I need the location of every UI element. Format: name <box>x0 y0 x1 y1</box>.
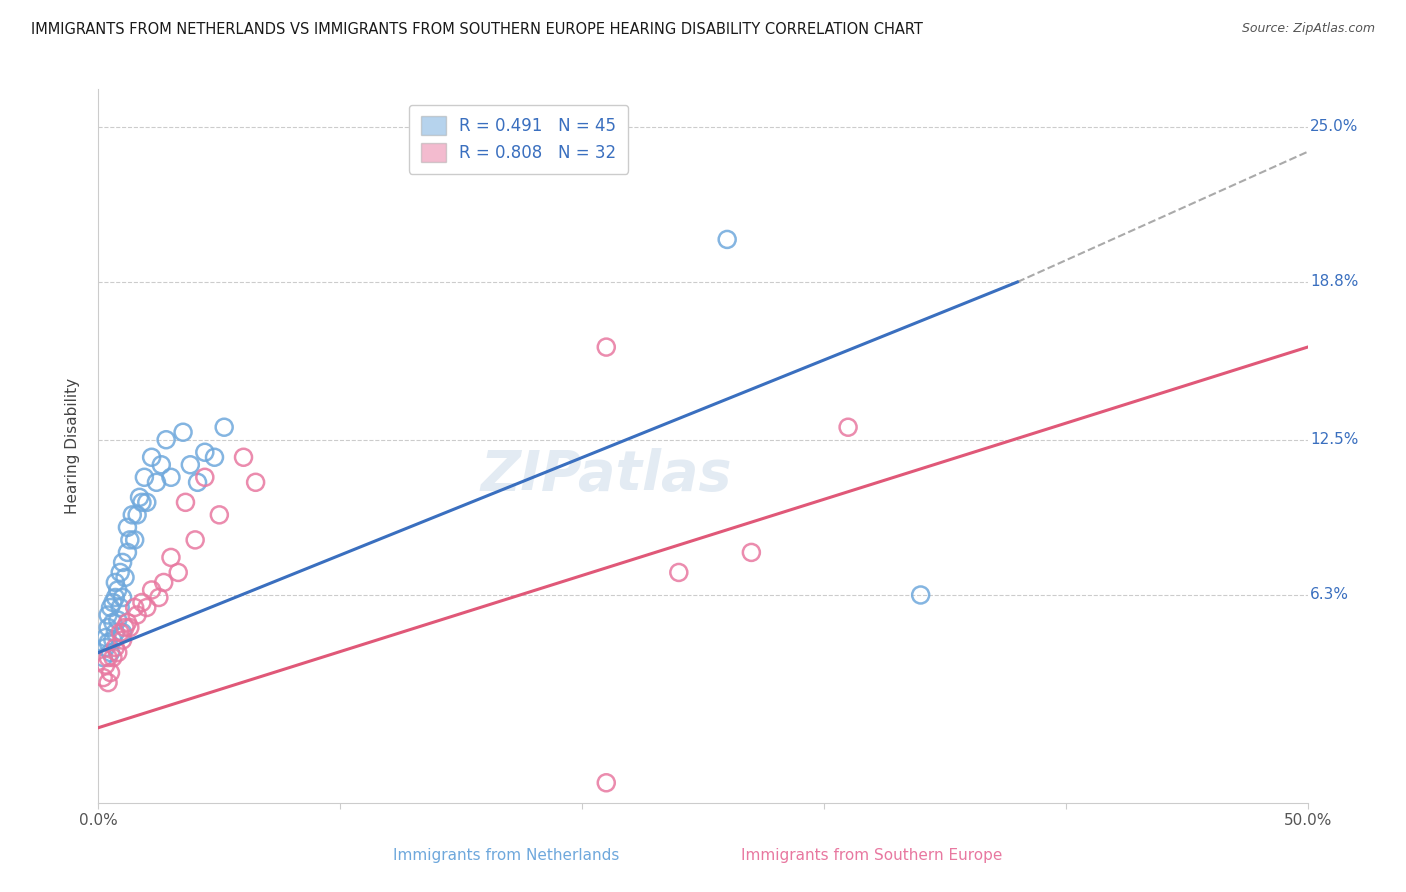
Point <box>131 495 153 509</box>
Point <box>107 646 129 660</box>
Point <box>135 495 157 509</box>
Text: Source: ZipAtlas.com: Source: ZipAtlas.com <box>1241 22 1375 36</box>
Point <box>131 595 153 609</box>
Point <box>837 420 859 434</box>
Point <box>94 658 117 673</box>
Text: 12.5%: 12.5% <box>1310 433 1358 447</box>
Point <box>117 615 139 630</box>
Point <box>148 591 170 605</box>
Text: Immigrants from Southern Europe: Immigrants from Southern Europe <box>741 848 1002 863</box>
Point <box>740 545 762 559</box>
Point <box>128 491 150 505</box>
Text: 18.8%: 18.8% <box>1310 275 1358 290</box>
Point <box>104 640 127 655</box>
Point <box>104 575 127 590</box>
Text: IMMIGRANTS FROM NETHERLANDS VS IMMIGRANTS FROM SOUTHERN EUROPE HEARING DISABILIT: IMMIGRANTS FROM NETHERLANDS VS IMMIGRANT… <box>31 22 922 37</box>
Text: ZIPatlas: ZIPatlas <box>481 448 733 501</box>
Point <box>107 613 129 627</box>
Point <box>94 640 117 655</box>
Point <box>172 425 194 440</box>
Point <box>160 470 183 484</box>
Point <box>135 600 157 615</box>
Point <box>595 340 617 354</box>
Point <box>141 450 163 465</box>
Point <box>91 671 114 685</box>
Point <box>152 575 174 590</box>
Point <box>910 588 932 602</box>
Point <box>127 607 149 622</box>
Point <box>134 470 156 484</box>
Point <box>204 450 226 465</box>
Point <box>124 600 146 615</box>
Point <box>104 591 127 605</box>
Point <box>108 600 131 615</box>
Point <box>141 582 163 597</box>
Point <box>179 458 201 472</box>
Point <box>160 550 183 565</box>
Point <box>668 566 690 580</box>
Text: Immigrants from Netherlands: Immigrants from Netherlands <box>392 848 620 863</box>
Point <box>101 595 124 609</box>
Point <box>208 508 231 522</box>
Point <box>121 508 143 522</box>
Point <box>94 631 117 645</box>
Point <box>127 508 149 522</box>
Point <box>101 615 124 630</box>
Point <box>184 533 207 547</box>
Legend: R = 0.491   N = 45, R = 0.808   N = 32: R = 0.491 N = 45, R = 0.808 N = 32 <box>409 104 628 174</box>
Point <box>118 533 141 547</box>
Point <box>117 545 139 559</box>
Point <box>111 591 134 605</box>
Point <box>97 621 120 635</box>
Y-axis label: Hearing Disability: Hearing Disability <box>65 378 80 514</box>
Point <box>100 646 122 660</box>
Point <box>101 633 124 648</box>
Point <box>245 475 267 490</box>
Point <box>194 470 217 484</box>
Point <box>114 570 136 584</box>
Point <box>187 475 209 490</box>
Point <box>232 450 254 465</box>
Point <box>114 621 136 635</box>
Point <box>101 650 124 665</box>
Text: 6.3%: 6.3% <box>1310 588 1348 602</box>
Point <box>108 625 131 640</box>
Point <box>100 665 122 680</box>
Point <box>104 625 127 640</box>
Point <box>167 566 190 580</box>
Point <box>595 776 617 790</box>
Point <box>194 445 217 459</box>
Point <box>111 556 134 570</box>
Point <box>111 633 134 648</box>
Point <box>97 650 120 665</box>
Point <box>150 458 173 472</box>
Point <box>97 635 120 649</box>
Point <box>111 625 134 640</box>
Point <box>100 600 122 615</box>
Point <box>118 621 141 635</box>
Point <box>91 650 114 665</box>
Point <box>117 520 139 534</box>
Point <box>716 232 738 246</box>
Point <box>97 607 120 622</box>
Point <box>108 566 131 580</box>
Text: 25.0%: 25.0% <box>1310 120 1358 135</box>
Point <box>145 475 167 490</box>
Point <box>212 420 235 434</box>
Point <box>107 582 129 597</box>
Point <box>124 533 146 547</box>
Point <box>155 433 177 447</box>
Point <box>174 495 197 509</box>
Point <box>97 675 120 690</box>
